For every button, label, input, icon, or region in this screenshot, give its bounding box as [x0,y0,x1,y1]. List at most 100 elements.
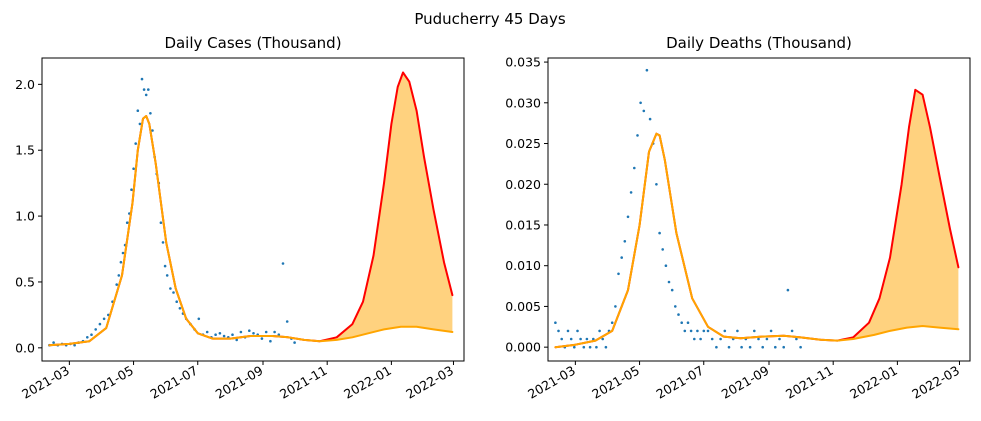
deaths-observed-point [696,329,699,333]
deaths-observed-point [799,345,802,349]
deaths-panel: Daily Deaths (Thousand) 2021-03 2021-05 20… [505,34,971,402]
cases-curve-layer [48,71,454,347]
deaths-x-tick-label: 2021-05 [589,363,642,402]
deaths-observed-point [702,329,706,333]
deaths-observed-point [761,345,764,349]
cases-y-tick-label: 0.0 [15,340,35,355]
cases-observed-point [285,320,289,323]
deaths-observed-point [588,345,592,349]
cases-y-tick-label: 1.5 [15,143,35,158]
cases-observed-point [140,77,144,81]
cases-observed-point [252,332,255,335]
cases-axes-frame [41,57,465,362]
cases-observed-point [175,300,178,304]
deaths-observed-point [677,313,680,316]
cases-observed-point [119,260,123,264]
deaths-observed-point [670,288,674,292]
deaths-observed-point [629,191,633,194]
deaths-curve-layer [554,88,960,349]
cases-x-tick-label: 2022-03 [403,363,456,402]
deaths-y-tick-label: 0.010 [505,258,541,273]
cases-x-tick-label: 2021-03 [19,363,72,402]
cases-x-tick-label: 2022-01 [341,363,394,402]
deaths-x-tick-label: 2021-11 [783,363,836,402]
deaths-x-tick-label: 2021-09 [719,363,772,402]
cases-observed-point [147,88,150,91]
cases-observed-point [86,336,89,339]
cases-observed-point [293,341,296,344]
cases-observed-point [218,332,222,335]
cases-observed-point [94,328,97,331]
cases-y-tick-label: 1.0 [15,209,35,224]
deaths-observed-point [769,329,773,333]
deaths-x-tick-label: 2021-07 [654,363,707,402]
deaths-observed-point [719,337,722,341]
deaths-observed-point [765,337,769,341]
cases-observed-point [151,129,154,132]
deaths-observed-point [795,337,798,341]
deaths-observed-point [778,337,781,341]
deaths-observed-point [790,329,794,333]
deaths-observed-point [748,345,752,349]
cases-observed-point [269,339,272,343]
cases-lower-projection-line [48,115,454,347]
deaths-observed-point [557,329,560,333]
cases-x-tick-label: 2021-09 [213,363,266,402]
deaths-observed-point [576,329,579,333]
deaths-observed-point [617,272,620,276]
deaths-observed-point [661,248,664,251]
deaths-observed-point [723,329,727,333]
deaths-observed-point [786,288,790,292]
deaths-observed-point [636,134,639,137]
deaths-observed-point [774,345,777,349]
deaths-observed-point [592,337,595,341]
deaths-forecast-band [555,89,959,348]
cases-observed-point [130,188,133,191]
deaths-x-tick-label: 2022-03 [909,363,962,402]
deaths-y-tick-label: 0.020 [505,177,541,192]
cases-forecast-band [49,72,453,346]
cases-observed-point [163,264,167,268]
cases-observed-point [115,283,118,286]
deaths-observed-point [782,345,785,349]
deaths-observed-point [623,240,627,243]
deaths-observed-point [585,337,589,341]
cases-observed-point [98,322,102,326]
deaths-observed-point [595,345,598,349]
deaths-observed-point [566,329,570,333]
deaths-observed-point [633,166,636,170]
deaths-observed-point [706,329,710,333]
deaths-observed-point [569,337,573,341]
cases-observed-point [235,338,238,342]
deaths-y-tick-label: 0.005 [505,299,541,314]
deaths-observed-point [645,68,649,72]
deaths-observed-point [648,117,652,121]
deaths-y-tick-label: 0.030 [505,95,541,110]
cases-observed-point [281,262,285,265]
cases-observed-point [159,221,163,224]
cases-observed-point [239,330,243,334]
cases-observed-point [264,330,268,334]
deaths-observed-point [639,101,642,105]
cases-panel: Daily Cases (Thousand) 2021-03 2021-05 202… [15,34,465,402]
cases-observed-point [149,112,152,115]
deaths-observed-point [736,329,739,333]
deaths-x-ticks: 2021-03 2021-05 2021-07 2021-09 2021-11 2022-… [525,361,962,402]
deaths-x-tick-label: 2021-03 [525,363,578,402]
cases-observed-point [172,291,175,294]
deaths-title: Daily Deaths (Thousand) [666,34,852,52]
cases-observed-point [125,221,129,224]
cases-observed-point [117,274,121,277]
cases-observed-point [161,241,165,244]
cases-y-tick-label: 0.5 [15,274,35,289]
cases-observed-point [142,88,146,91]
deaths-observed-point [598,329,601,333]
deaths-observed-point [727,345,731,349]
cases-observed-point [73,343,76,347]
cases-observed-point [248,329,251,333]
cases-x-ticks: 2021-03 2021-05 2021-07 2021-09 2021-11 2022-… [19,361,456,402]
cases-observed-point [214,333,217,337]
cases-observed-point [178,307,182,310]
cases-observed-point [144,93,148,97]
cases-scatter-layer [48,77,296,347]
